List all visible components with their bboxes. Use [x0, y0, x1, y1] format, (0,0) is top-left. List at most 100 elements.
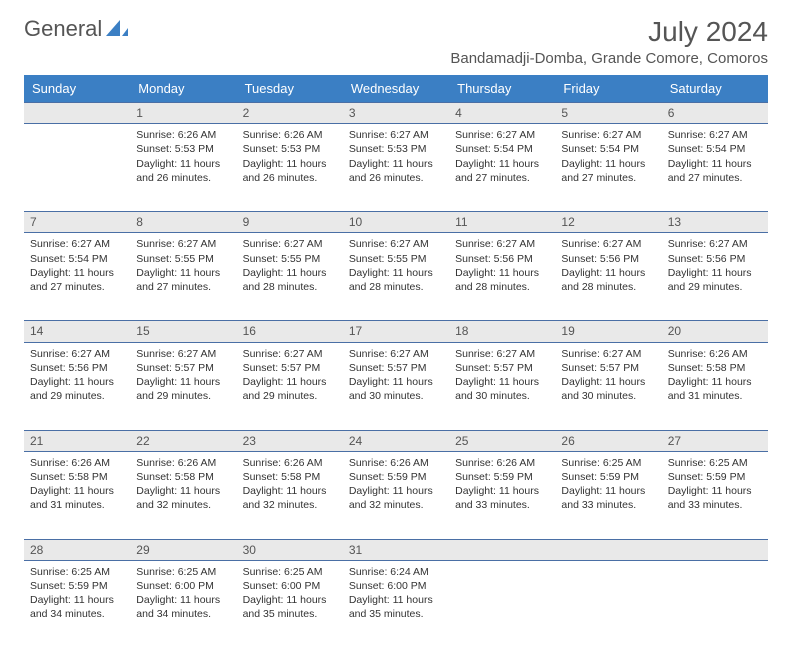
calendar-week: Sunrise: 6:26 AMSunset: 5:58 PMDaylight:…: [24, 451, 768, 539]
day-number: 18: [449, 321, 555, 342]
daylight-line: Daylight: 11 hours and 28 minutes.: [349, 266, 443, 294]
daylight-line: Daylight: 11 hours and 34 minutes.: [136, 593, 230, 621]
sunrise-line: Sunrise: 6:27 AM: [136, 347, 230, 361]
day-number: 7: [24, 212, 130, 233]
day-cell: Sunrise: 6:27 AMSunset: 5:56 PMDaylight:…: [24, 342, 130, 430]
day-cell: [24, 124, 130, 212]
calendar-header: SundayMondayTuesdayWednesdayThursdayFrid…: [24, 75, 768, 103]
daylight-line: Daylight: 11 hours and 27 minutes.: [30, 266, 124, 294]
sunrise-line: Sunrise: 6:27 AM: [349, 237, 443, 251]
brand-general: General: [24, 16, 102, 42]
sunrise-line: Sunrise: 6:27 AM: [30, 347, 124, 361]
weekday-header: Thursday: [449, 75, 555, 103]
day-cell: Sunrise: 6:24 AMSunset: 6:00 PMDaylight:…: [343, 560, 449, 648]
day-number: 28: [24, 539, 130, 560]
day-number: [449, 539, 555, 560]
sunrise-line: Sunrise: 6:25 AM: [30, 565, 124, 579]
day-number: 15: [130, 321, 236, 342]
sunset-line: Sunset: 5:56 PM: [30, 361, 124, 375]
day-number: 16: [237, 321, 343, 342]
sunrise-line: Sunrise: 6:24 AM: [349, 565, 443, 579]
day-cell: Sunrise: 6:25 AMSunset: 5:59 PMDaylight:…: [555, 451, 661, 539]
daylight-line: Daylight: 11 hours and 32 minutes.: [136, 484, 230, 512]
sunset-line: Sunset: 5:53 PM: [349, 142, 443, 156]
day-cell: Sunrise: 6:27 AMSunset: 5:55 PMDaylight:…: [343, 233, 449, 321]
sunrise-line: Sunrise: 6:27 AM: [455, 347, 549, 361]
day-number: 12: [555, 212, 661, 233]
sunset-line: Sunset: 6:00 PM: [136, 579, 230, 593]
sunset-line: Sunset: 6:00 PM: [349, 579, 443, 593]
sunrise-line: Sunrise: 6:27 AM: [668, 128, 762, 142]
day-number: 14: [24, 321, 130, 342]
sunset-line: Sunset: 5:59 PM: [30, 579, 124, 593]
day-cell: Sunrise: 6:27 AMSunset: 5:57 PMDaylight:…: [237, 342, 343, 430]
sunset-line: Sunset: 5:57 PM: [136, 361, 230, 375]
day-cell: [449, 560, 555, 648]
sunrise-line: Sunrise: 6:26 AM: [30, 456, 124, 470]
daylight-line: Daylight: 11 hours and 26 minutes.: [349, 157, 443, 185]
day-cell: Sunrise: 6:25 AMSunset: 6:00 PMDaylight:…: [130, 560, 236, 648]
daylight-line: Daylight: 11 hours and 28 minutes.: [455, 266, 549, 294]
sunset-line: Sunset: 5:55 PM: [136, 252, 230, 266]
daylight-line: Daylight: 11 hours and 35 minutes.: [349, 593, 443, 621]
weekday-header: Sunday: [24, 75, 130, 103]
day-number: 5: [555, 103, 661, 124]
day-number: [24, 103, 130, 124]
day-number: [662, 539, 768, 560]
sunrise-line: Sunrise: 6:27 AM: [30, 237, 124, 251]
day-number: [555, 539, 661, 560]
sunset-line: Sunset: 5:55 PM: [349, 252, 443, 266]
day-number: 6: [662, 103, 768, 124]
sunrise-line: Sunrise: 6:26 AM: [243, 128, 337, 142]
day-cell: Sunrise: 6:26 AMSunset: 5:58 PMDaylight:…: [237, 451, 343, 539]
day-number: 9: [237, 212, 343, 233]
daylight-line: Daylight: 11 hours and 29 minutes.: [30, 375, 124, 403]
daylight-line: Daylight: 11 hours and 32 minutes.: [243, 484, 337, 512]
day-cell: Sunrise: 6:27 AMSunset: 5:57 PMDaylight:…: [343, 342, 449, 430]
sunrise-line: Sunrise: 6:27 AM: [349, 128, 443, 142]
day-cell: Sunrise: 6:27 AMSunset: 5:57 PMDaylight:…: [449, 342, 555, 430]
daylight-line: Daylight: 11 hours and 32 minutes.: [349, 484, 443, 512]
daylight-line: Daylight: 11 hours and 30 minutes.: [455, 375, 549, 403]
day-number: 3: [343, 103, 449, 124]
day-cell: Sunrise: 6:26 AMSunset: 5:53 PMDaylight:…: [130, 124, 236, 212]
daylight-line: Daylight: 11 hours and 26 minutes.: [136, 157, 230, 185]
day-number: 1: [130, 103, 236, 124]
sunset-line: Sunset: 5:59 PM: [349, 470, 443, 484]
day-cell: Sunrise: 6:25 AMSunset: 5:59 PMDaylight:…: [24, 560, 130, 648]
daylight-line: Daylight: 11 hours and 27 minutes.: [668, 157, 762, 185]
sunrise-line: Sunrise: 6:26 AM: [455, 456, 549, 470]
day-cell: Sunrise: 6:27 AMSunset: 5:56 PMDaylight:…: [449, 233, 555, 321]
weekday-header: Wednesday: [343, 75, 449, 103]
sunrise-line: Sunrise: 6:26 AM: [243, 456, 337, 470]
sunrise-line: Sunrise: 6:26 AM: [136, 456, 230, 470]
weekday-header: Saturday: [662, 75, 768, 103]
page-title: July 2024: [450, 16, 768, 48]
sunrise-line: Sunrise: 6:27 AM: [349, 347, 443, 361]
sunset-line: Sunset: 5:54 PM: [668, 142, 762, 156]
sunrise-line: Sunrise: 6:25 AM: [243, 565, 337, 579]
sunrise-line: Sunrise: 6:27 AM: [561, 347, 655, 361]
day-number: 11: [449, 212, 555, 233]
day-number: 31: [343, 539, 449, 560]
daylight-line: Daylight: 11 hours and 35 minutes.: [243, 593, 337, 621]
daylight-line: Daylight: 11 hours and 31 minutes.: [30, 484, 124, 512]
day-number: 20: [662, 321, 768, 342]
day-cell: Sunrise: 6:26 AMSunset: 5:58 PMDaylight:…: [24, 451, 130, 539]
day-cell: Sunrise: 6:26 AMSunset: 5:59 PMDaylight:…: [449, 451, 555, 539]
daylight-line: Daylight: 11 hours and 33 minutes.: [455, 484, 549, 512]
day-number: 4: [449, 103, 555, 124]
sunset-line: Sunset: 5:59 PM: [561, 470, 655, 484]
title-block: July 2024 Bandamadji-Domba, Grande Comor…: [450, 16, 768, 67]
day-cell: Sunrise: 6:27 AMSunset: 5:54 PMDaylight:…: [24, 233, 130, 321]
sunrise-line: Sunrise: 6:26 AM: [668, 347, 762, 361]
daylight-line: Daylight: 11 hours and 31 minutes.: [668, 375, 762, 403]
sunset-line: Sunset: 5:54 PM: [455, 142, 549, 156]
sunset-line: Sunset: 5:56 PM: [668, 252, 762, 266]
sunrise-line: Sunrise: 6:27 AM: [561, 128, 655, 142]
sunrise-line: Sunrise: 6:27 AM: [668, 237, 762, 251]
daylight-line: Daylight: 11 hours and 28 minutes.: [561, 266, 655, 294]
day-number: 29: [130, 539, 236, 560]
daylight-line: Daylight: 11 hours and 34 minutes.: [30, 593, 124, 621]
sunset-line: Sunset: 5:54 PM: [30, 252, 124, 266]
